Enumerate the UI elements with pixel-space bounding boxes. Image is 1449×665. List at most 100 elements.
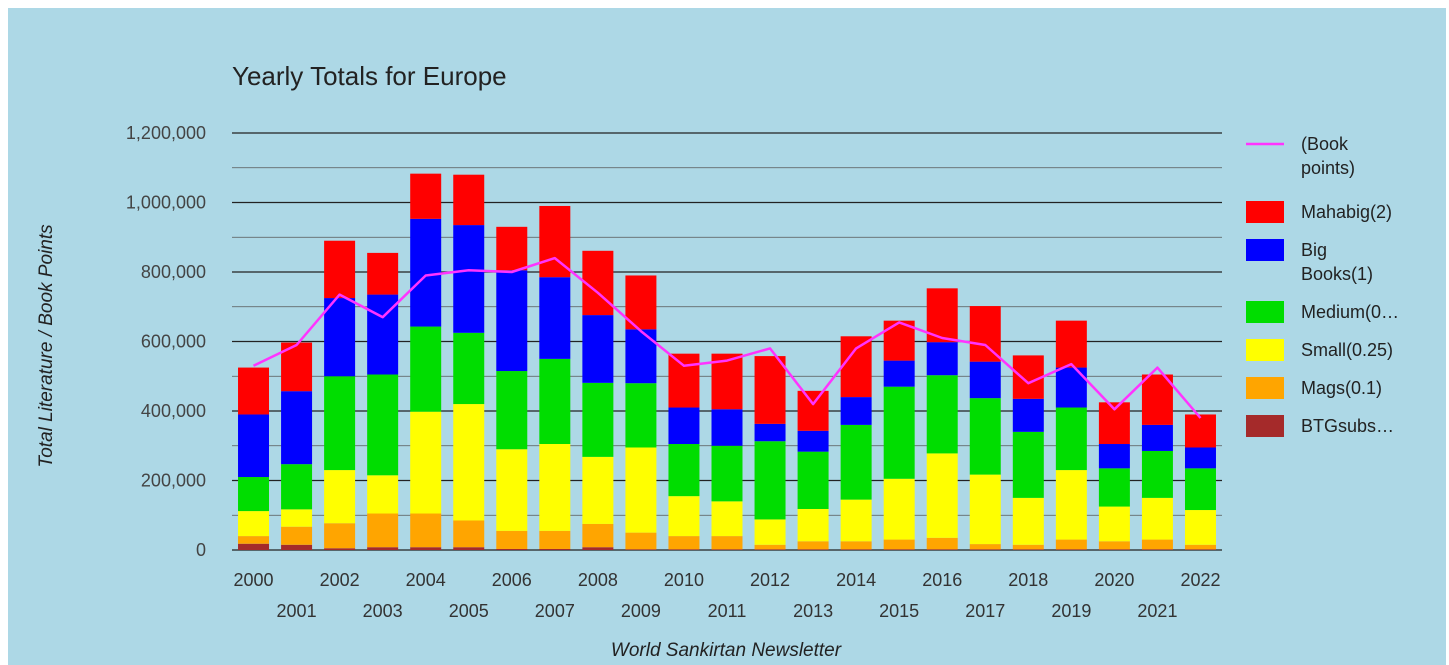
bar-segment: [754, 356, 786, 424]
x-tick-label: 2014: [836, 570, 876, 590]
bar-segment: [883, 539, 915, 550]
bar-segment: [625, 447, 657, 533]
bar-segment: [969, 306, 1001, 362]
bar-segment: [1141, 374, 1173, 425]
bar-segment: [1055, 539, 1087, 550]
bar-segment: [1012, 398, 1044, 432]
legend-swatch: [1246, 201, 1284, 223]
bar-segment: [668, 444, 700, 497]
x-tick-label: 2018: [1008, 570, 1048, 590]
y-axis-ticks: 0 200,000 400,000 600,000 800,000 1,000,000 1,…: [126, 123, 206, 560]
x-tick-label: 2022: [1180, 570, 1220, 590]
y-tick-label: 1,200,000: [126, 123, 206, 143]
x-tick-label: 2003: [363, 601, 403, 621]
book-points-line: [252, 256, 1202, 419]
x-tick-label: 2007: [535, 601, 575, 621]
bar-segment: [1098, 549, 1130, 550]
bar-segment: [926, 537, 958, 550]
bar-segment: [625, 532, 657, 550]
bar-segment: [496, 548, 528, 550]
legend-label: Mahabig(2): [1301, 202, 1392, 222]
bar-segment: [238, 414, 270, 478]
bar-segment: [1141, 549, 1173, 550]
bar-segment: [840, 541, 872, 550]
bar-segment: [496, 270, 528, 372]
bar-segment: [797, 430, 829, 452]
bar-segment: [840, 549, 872, 550]
x-tick-label: 2011: [708, 601, 747, 621]
bar-segment: [410, 547, 442, 550]
bar-segment: [1098, 541, 1130, 550]
x-axis-title: World Sankirtan Newsletter: [611, 640, 842, 661]
bar-segment: [711, 536, 743, 550]
bar-segment: [238, 367, 270, 415]
bar-segment: [1098, 468, 1130, 507]
bar-segment: [754, 549, 786, 550]
bar-segment: [926, 375, 958, 454]
bar-segment: [1055, 367, 1087, 408]
bar-segment: [367, 252, 399, 295]
bar-segment: [324, 240, 356, 299]
bar-segment: [582, 547, 614, 550]
bar-segment: [926, 342, 958, 376]
legend-label: Big: [1301, 240, 1327, 260]
bar-segment: [969, 544, 1001, 550]
bar-segment: [496, 449, 528, 531]
bar-segment: [840, 499, 872, 542]
legend: (Book points) Mahabig(2) Big Books(1) Medium(…: [1246, 134, 1399, 437]
y-tick-label: 0: [196, 540, 206, 560]
bar-segment: [324, 376, 356, 471]
bar-segment: [496, 530, 528, 549]
bar-segment: [668, 536, 700, 550]
x-tick-label: 2010: [664, 570, 704, 590]
bar-segment: [324, 470, 356, 524]
bar-segment: [367, 475, 399, 514]
bar-segment: [1098, 444, 1130, 469]
bar-segment: [668, 549, 700, 550]
bar-segment: [1141, 497, 1173, 540]
bar-segment: [367, 513, 399, 548]
chart-svg: Yearly Totals for Europe 0 200,000 400,000…: [36, 61, 1399, 661]
bar-segment: [1012, 549, 1044, 550]
bar-segment: [1184, 544, 1216, 550]
bar-segment: [625, 383, 657, 448]
bar-segment: [1012, 497, 1044, 545]
bar-segment: [1184, 414, 1216, 448]
bar-segment: [410, 326, 442, 412]
bar-segment: [453, 225, 485, 333]
legend-label: Small(0.25): [1301, 340, 1393, 360]
legend-swatch: [1246, 339, 1284, 361]
x-tick-label: 2008: [578, 570, 618, 590]
bar-segment: [281, 391, 313, 465]
bar-segment: [797, 541, 829, 550]
bar-segment: [1098, 506, 1130, 542]
bar-segment: [668, 496, 700, 537]
bar-segment: [883, 549, 915, 550]
bar-segment: [281, 544, 313, 550]
x-tick-label: 2013: [793, 601, 833, 621]
bar-segment: [711, 445, 743, 502]
x-tick-label: 2006: [492, 570, 532, 590]
bar-segment: [453, 174, 485, 226]
bar-segment: [582, 382, 614, 457]
legend-label: Medium(0…: [1301, 302, 1399, 322]
bar-segment: [797, 390, 829, 431]
bar-segment: [496, 226, 528, 271]
bar-segment: [969, 549, 1001, 550]
legend-label: Books(1): [1301, 264, 1373, 284]
bar-segment: [539, 358, 571, 445]
bar-segment: [281, 464, 313, 510]
bar-segment: [1141, 424, 1173, 451]
y-tick-label: 200,000: [141, 471, 206, 491]
legend-swatch: [1246, 415, 1284, 437]
legend-label: BTGsubs…: [1301, 416, 1394, 436]
x-tick-label: 2017: [965, 601, 1005, 621]
bar-segment: [883, 478, 915, 540]
bar-segment: [1012, 544, 1044, 550]
bar-segment: [1141, 450, 1173, 498]
bar-segment: [324, 523, 356, 549]
bar-segment: [625, 329, 657, 384]
y-tick-label: 600,000: [141, 332, 206, 352]
legend-label: points): [1301, 158, 1355, 178]
bar-segment: [496, 371, 528, 450]
